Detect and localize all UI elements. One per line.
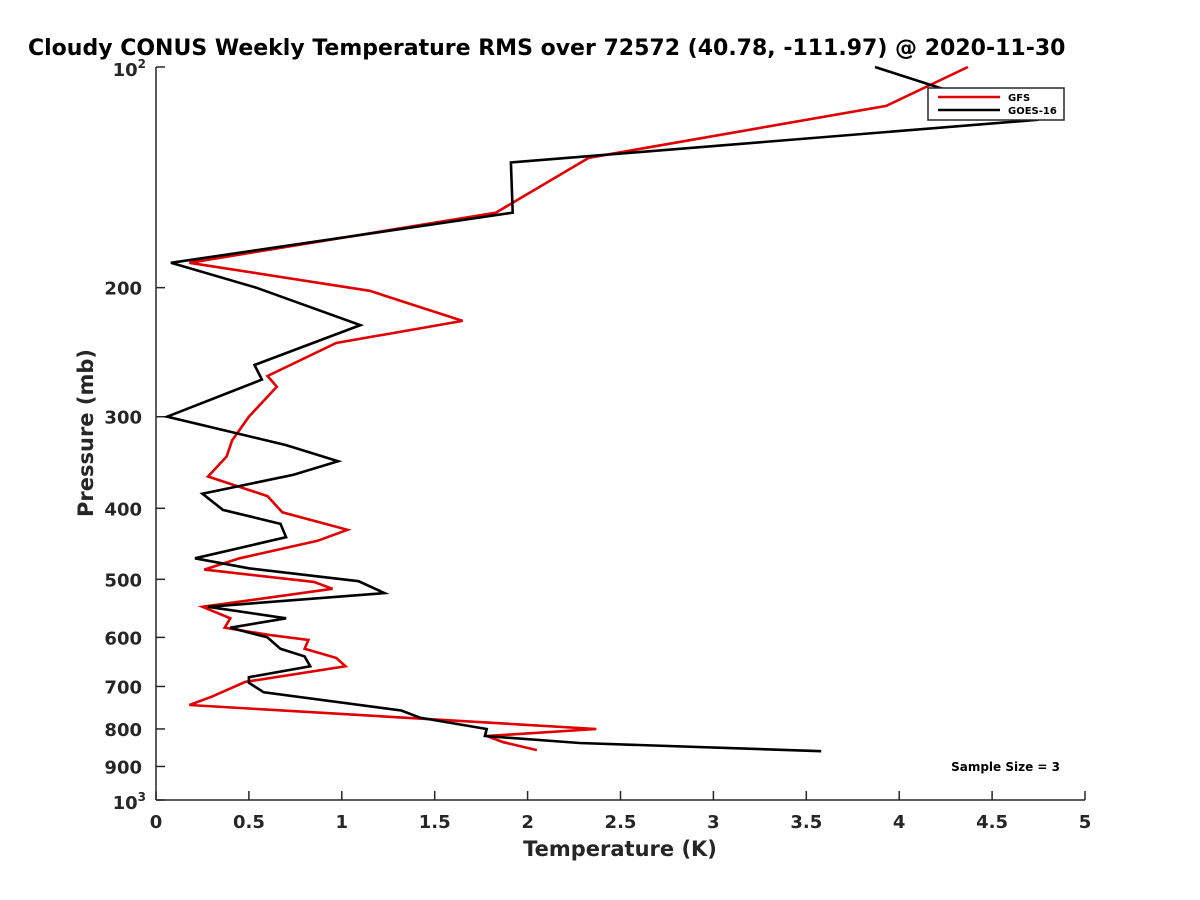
x-tick-label: 0 xyxy=(150,812,163,833)
series-line-goes-16 xyxy=(162,65,1039,753)
y-tick-label: 400 xyxy=(104,499,142,520)
y-tick-label: 900 xyxy=(104,757,142,778)
y-tick-label: 700 xyxy=(104,677,142,698)
x-tick-label: 2 xyxy=(521,812,534,833)
x-tick-label: 5 xyxy=(1079,812,1092,833)
y-tick-label: 200 xyxy=(104,279,142,300)
x-axis-label: Temperature (K) xyxy=(523,837,717,861)
y-axis-label: Pressure (mb) xyxy=(74,349,98,517)
x-tick-label: 1 xyxy=(336,812,349,833)
x-tick-label: 2.5 xyxy=(605,812,637,833)
legend-label-goes-16: GOES-16 xyxy=(1008,106,1057,117)
series-layer xyxy=(162,65,1039,753)
chart-title: Cloudy CONUS Weekly Temperature RMS over… xyxy=(28,36,1065,61)
legend: GFS GOES-16 xyxy=(927,87,1065,121)
axes: 0 0.5 1 1.5 2 2.5 3 3.5 4 4.5 5 102 200 300 400 500 600 7… xyxy=(104,57,1091,833)
x-tick-label: 0.5 xyxy=(233,812,265,833)
sample-size-annotation: Sample Size = 3 xyxy=(951,760,1060,774)
y-tick-label: 300 xyxy=(104,408,142,429)
y-tick-label: 102 xyxy=(113,57,146,81)
legend-label-gfs: GFS xyxy=(1008,93,1030,104)
x-tick-label: 3.5 xyxy=(790,812,822,833)
x-tick-label: 3 xyxy=(707,812,720,833)
y-tick-label: 103 xyxy=(113,790,146,814)
series-line-gfs xyxy=(188,65,969,752)
y-tick-label: 800 xyxy=(104,720,142,741)
y-tick-label: 500 xyxy=(104,570,142,591)
y-tick-label: 600 xyxy=(104,628,142,649)
x-tick-label: 4.5 xyxy=(976,812,1008,833)
x-tick-label: 1.5 xyxy=(419,812,451,833)
x-tick-label: 4 xyxy=(893,812,906,833)
legend-box xyxy=(927,87,1065,121)
